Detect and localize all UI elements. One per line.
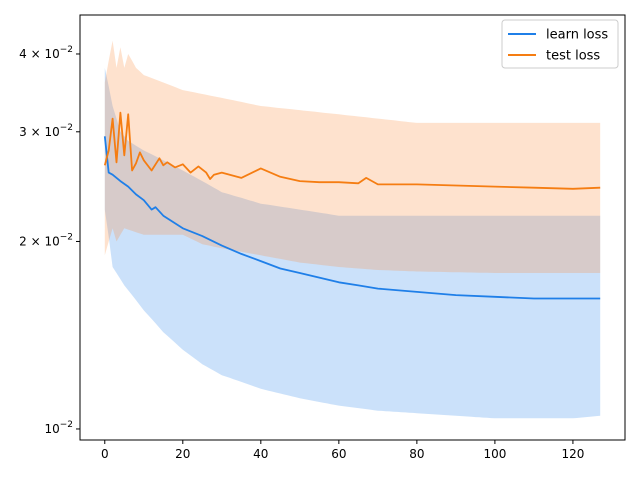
line-test-loss <box>103 111 601 190</box>
band-learn-loss <box>104 67 601 419</box>
y-axis-ticks: 10−2 2 × 10−2 3 × 10−2 4 × 10−2 <box>19 45 80 436</box>
x-tick-label: 40 <box>253 447 268 461</box>
legend-label: learn loss <box>546 28 608 43</box>
legend: learn loss test loss <box>501 19 619 69</box>
y-tick-label: 2 × 10−2 <box>19 232 73 248</box>
confidence-bands <box>104 40 601 419</box>
y-tick-label: 10−2 <box>44 420 73 436</box>
x-tick-label: 80 <box>409 447 424 461</box>
plot-frame <box>79 14 626 441</box>
x-tick-label: 20 <box>175 447 190 461</box>
x-tick-label: 0 <box>101 447 109 461</box>
x-tick-label: 120 <box>561 447 584 461</box>
band-test-loss <box>104 40 601 273</box>
x-tick-label: 60 <box>331 447 346 461</box>
y-tick-label: 4 × 10−2 <box>19 45 73 61</box>
legend-label: test loss <box>546 49 600 64</box>
line-learn-loss <box>103 136 601 300</box>
series-lines <box>103 111 601 300</box>
x-axis-ticks: 0 20 40 60 80 100 120 <box>101 440 584 461</box>
x-tick-label: 100 <box>483 447 506 461</box>
y-tick-label: 3 × 10−2 <box>19 123 73 139</box>
